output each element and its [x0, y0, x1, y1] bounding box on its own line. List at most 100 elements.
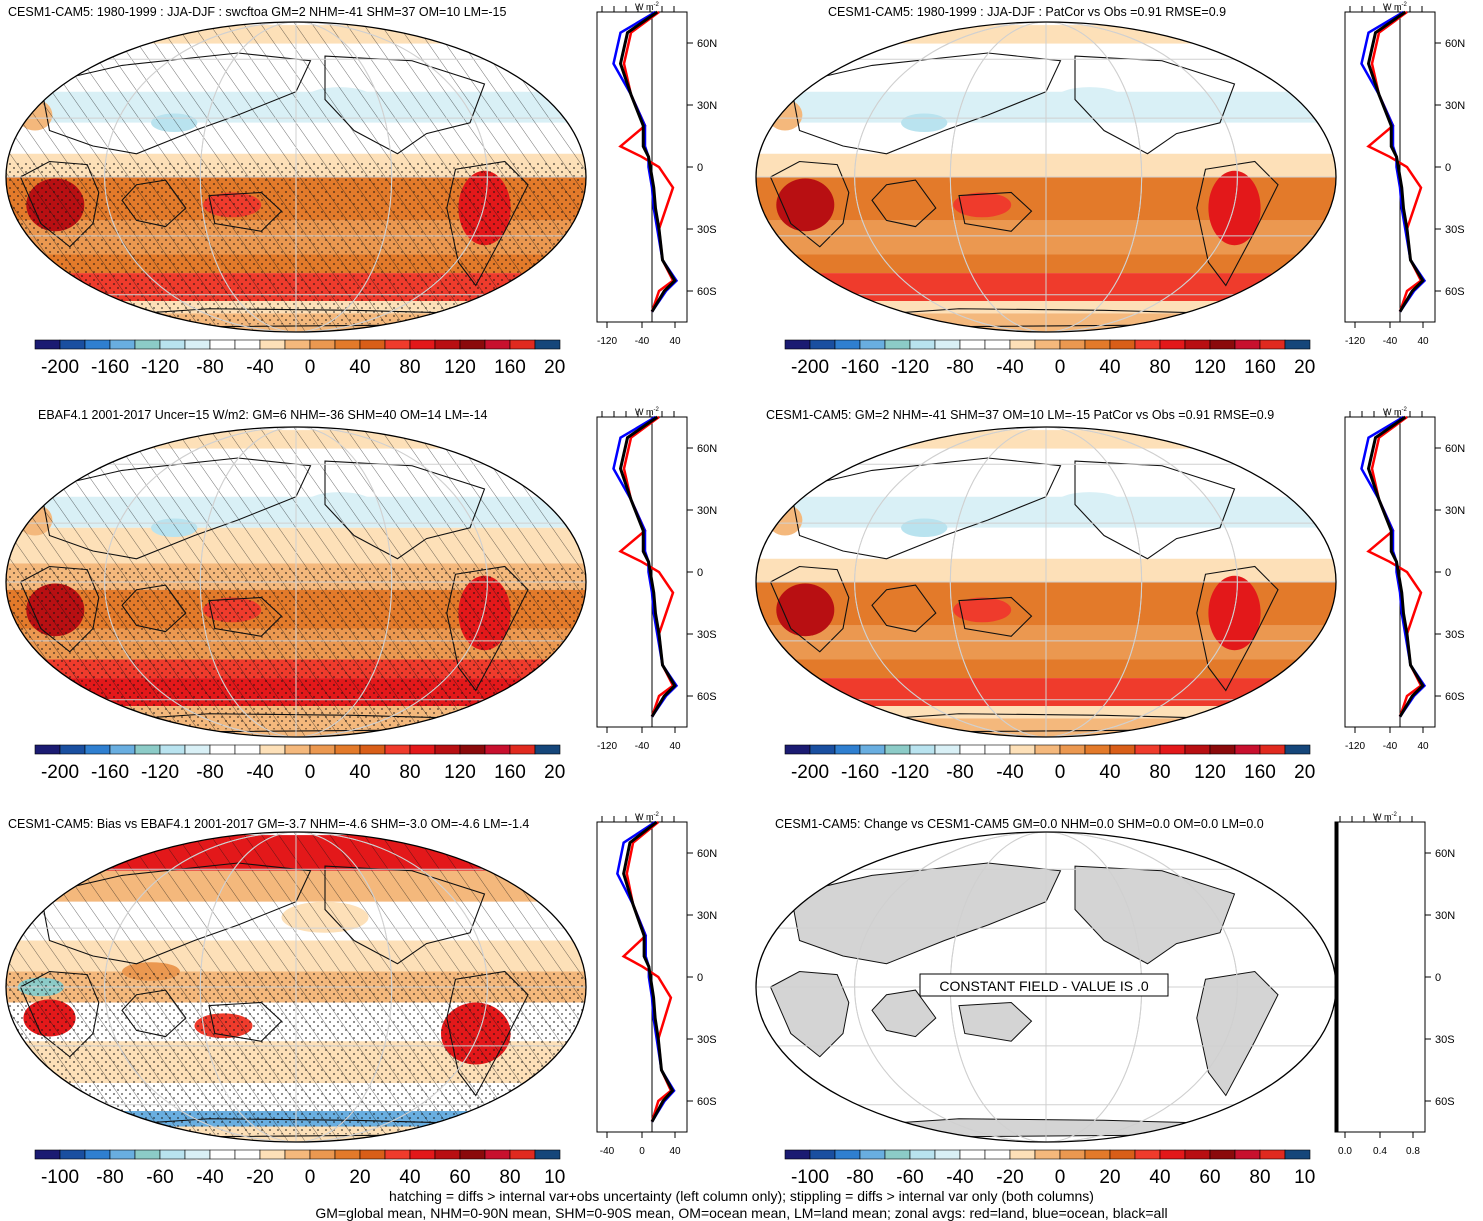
zonal-tick-label: -120 [1345, 741, 1365, 752]
lat-label: 0 [697, 972, 703, 984]
footer-note-1: hatching = diffs > internal var+obs unce… [389, 1188, 1094, 1204]
lat-label: 0 [1435, 972, 1441, 984]
lat-label: 30N [697, 505, 717, 517]
colorbar-tick-label: -120 [891, 762, 929, 783]
zonal-plot-1: W m-2 60N 30N 0 30S 60S -120 -40 40 [596, 2, 717, 347]
colorbar-tick-label: 200 [1294, 762, 1315, 783]
colorbar-tick-label: -100 [41, 1167, 79, 1188]
colorbar-tick-label: -120 [891, 357, 929, 378]
colorbar-tick-label: -160 [91, 762, 129, 783]
zonal-line-all [1366, 415, 1425, 718]
colorbar-tick-label: -40 [996, 357, 1023, 378]
colorbar-tick-label: 40 [1099, 357, 1120, 378]
zonal-tick-label: 40 [1417, 336, 1429, 347]
colorbar-tick-label: 80 [399, 357, 420, 378]
colorbar-tick-label: 160 [1244, 357, 1276, 378]
colorbar-tick-label: -80 [946, 357, 973, 378]
lat-label: 60S [1435, 1096, 1455, 1108]
lat-label: 60N [1435, 848, 1455, 860]
zonal-tick-label: -40 [1383, 336, 1398, 347]
colorbar-tick-label: 0 [305, 1167, 316, 1188]
colorbar-tick-label: -200 [41, 357, 79, 378]
zonal-tick-label: 0.0 [1338, 1146, 1352, 1157]
lat-label: 30S [1435, 1034, 1455, 1046]
colorbar-tick-label: 100 [1294, 1167, 1315, 1188]
colorbar-tick-label: -80 [846, 1167, 873, 1188]
colorbar-tick-label: 40 [1099, 762, 1120, 783]
zonal-tick-label: -40 [1383, 741, 1398, 752]
footer-note-2: GM=global mean, NHM=0-90N mean, SHM=0-90… [315, 1205, 1168, 1221]
lat-label: 30S [697, 629, 717, 641]
colorbar-tick-label: -60 [146, 1167, 173, 1188]
zonal-plot-3: W m-2 60N 30N 0 30S 60S -120 -40 40 [596, 407, 717, 752]
colorbar-tick-label: 200 [544, 762, 565, 783]
colorbar-tick-label: -20 [996, 1167, 1023, 1188]
colorbar-tick-label: -40 [246, 762, 273, 783]
lat-label: 60S [697, 691, 717, 703]
colorbar-tick-label: 160 [1244, 762, 1276, 783]
lat-label: 30S [1445, 629, 1465, 641]
colorbar-3: -200 -160 -120 -80 -40 0 40 80 120 160 200 [34, 744, 565, 783]
panel-title: CESM1-CAM5: Bias vs EBAF4.1 2001-2017 GM… [8, 817, 530, 831]
lat-label: 30S [697, 224, 717, 236]
panel-title: CESM1-CAM5: Change vs CESM1-CAM5 GM=0.0 … [775, 817, 1264, 831]
colorbar-tick-label: 20 [1099, 1167, 1120, 1188]
zonal-tick-label: 0 [639, 1146, 645, 1157]
zonal-tick-label: 40 [669, 1146, 681, 1157]
colorbar-5: -100 -80 -60 -40 -20 0 20 40 60 80 100 [34, 1149, 565, 1188]
units-label: W m-2 [635, 812, 659, 822]
zonal-tick-label: -40 [635, 741, 650, 752]
colorbar-tick-label: -160 [91, 357, 129, 378]
map-2 [755, 21, 1337, 333]
panel-title: CESM1-CAM5: 1980-1999 : JJA-DJF : swcfto… [8, 5, 507, 19]
colorbar-6: -100 -80 -60 -40 -20 0 20 40 60 80 100 [784, 1149, 1315, 1188]
map-6: CONSTANT FIELD - VALUE IS .0 [755, 831, 1337, 1143]
lat-label: 60S [1445, 286, 1465, 298]
constant-field-label: CONSTANT FIELD - VALUE IS .0 [919, 973, 1169, 997]
lat-label: 30N [1445, 100, 1465, 112]
zonal-plot-6: W m-2 60N 30N 0 30S 60S 0.0 0.4 0.8 [1334, 812, 1455, 1157]
zonal-plot-5: W m-2 60N 30N 0 30S 60S -40 0 40 [596, 812, 717, 1157]
map-3 [5, 426, 587, 738]
lat-label: 0 [1445, 567, 1451, 579]
colorbar-tick-label: 0 [1055, 357, 1066, 378]
colorbar-tick-label: 0 [305, 357, 316, 378]
colorbar-tick-label: 60 [449, 1167, 470, 1188]
units-label: W m-2 [635, 407, 659, 417]
map-5 [5, 831, 587, 1143]
zonal-line-all [1366, 10, 1425, 313]
colorbar-tick-label: 160 [494, 357, 526, 378]
svg-text:CONSTANT FIELD - VALUE IS .0: CONSTANT FIELD - VALUE IS .0 [939, 978, 1148, 994]
colorbar-tick-label: 200 [544, 357, 565, 378]
lat-label: 60N [697, 848, 717, 860]
colorbar-tick-label: -120 [141, 357, 179, 378]
zonal-line-all [618, 10, 677, 313]
lat-label: 30S [1445, 224, 1465, 236]
colorbar-tick-label: 120 [1194, 357, 1226, 378]
colorbar-tick-label: 0 [1055, 1167, 1066, 1188]
zonal-line-all [622, 820, 675, 1123]
colorbar-tick-label: 120 [444, 762, 476, 783]
panel-title: CESM1-CAM5: 1980-1999 : JJA-DJF : PatCor… [828, 5, 1227, 19]
colorbar-tick-label: -200 [41, 762, 79, 783]
zonal-tick-label: 40 [669, 336, 681, 347]
lat-label: 30N [1435, 910, 1455, 922]
lat-label: 60N [1445, 443, 1465, 455]
lat-label: 0 [1445, 162, 1451, 174]
zonal-tick-label: -40 [600, 1146, 615, 1157]
colorbar-tick-label: 40 [1149, 1167, 1170, 1188]
colorbar-tick-label: 160 [494, 762, 526, 783]
colorbar-tick-label: -160 [841, 762, 879, 783]
colorbar-tick-label: 80 [1149, 357, 1170, 378]
colorbar-tick-label: 20 [349, 1167, 370, 1188]
lat-label: 60S [1445, 691, 1465, 703]
colorbar-tick-label: 40 [399, 1167, 420, 1188]
colorbar-4: -200 -160 -120 -80 -40 0 40 80 120 160 200 [784, 744, 1315, 783]
units-label: W m-2 [635, 2, 659, 12]
zonal-tick-label: -120 [1345, 336, 1365, 347]
colorbar-tick-label: -80 [196, 762, 223, 783]
colorbar-tick-label: 80 [399, 762, 420, 783]
colorbar-1: -200 -160 -120 -80 -40 0 40 80 120 160 200 [34, 339, 565, 378]
units-label: W m-2 [1383, 2, 1407, 12]
colorbar-tick-label: -20 [246, 1167, 273, 1188]
